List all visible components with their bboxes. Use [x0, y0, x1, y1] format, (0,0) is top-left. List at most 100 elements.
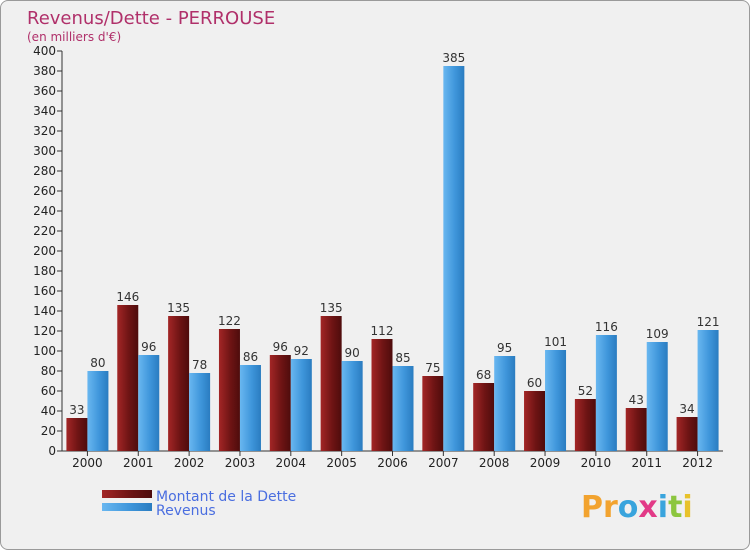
legend-swatch-revenus — [102, 503, 152, 511]
chart-subtitle: (en milliers d'€) — [27, 30, 121, 44]
y-tick-label: 320 — [33, 124, 56, 138]
y-tick-label: 280 — [33, 164, 56, 178]
data-label-dette-2002: 135 — [167, 301, 190, 315]
y-tick-label: 300 — [33, 144, 56, 158]
y-tick-label: 160 — [33, 284, 56, 298]
data-label-dette-2006: 112 — [371, 324, 394, 338]
data-label-dette-2003: 122 — [218, 314, 241, 328]
bar-dette-2007 — [422, 376, 444, 451]
bar-revenus-2005 — [341, 361, 363, 451]
bar-dette-2006 — [371, 339, 393, 451]
data-label-revenus-2008: 95 — [497, 341, 512, 355]
data-label-revenus-2004: 92 — [294, 344, 309, 358]
bar-dette-2001 — [117, 305, 139, 451]
data-label-revenus-2007: 385 — [442, 51, 465, 65]
data-label-dette-2012: 34 — [679, 402, 694, 416]
data-label-dette-2007: 75 — [425, 361, 440, 375]
x-tick-label: 2012 — [682, 456, 713, 470]
y-tick-label: 120 — [33, 324, 56, 338]
x-tick-label: 2002 — [174, 456, 205, 470]
y-tick-label: 220 — [33, 224, 56, 238]
x-tick-label: 2009 — [530, 456, 561, 470]
y-tick-label: 0 — [48, 444, 56, 458]
y-tick-label: 260 — [33, 184, 56, 198]
x-tick-label: 2004 — [276, 456, 307, 470]
y-tick-label: 340 — [33, 104, 56, 118]
y-tick-label: 140 — [33, 304, 56, 318]
x-tick-label: 2000 — [72, 456, 103, 470]
y-tick-label: 400 — [33, 44, 56, 58]
legend: Montant de la Dette Revenus — [102, 489, 296, 519]
bar-revenus-2007 — [443, 66, 465, 451]
bar-dette-2004 — [269, 355, 291, 451]
bars — [66, 66, 719, 451]
y-tick-label: 40 — [41, 404, 56, 418]
y-tick-label: 380 — [33, 64, 56, 78]
y-tick-label: 100 — [33, 344, 56, 358]
logo-letter: P — [581, 490, 603, 525]
bar-dette-2005 — [320, 316, 342, 451]
legend-swatch-dette — [102, 490, 152, 498]
x-tick-label: 2008 — [479, 456, 510, 470]
bar-dette-2011 — [625, 408, 647, 451]
x-tick-label: 2005 — [326, 456, 357, 470]
data-label-revenus-2001: 96 — [141, 340, 156, 354]
y-tick-label: 20 — [41, 424, 56, 438]
y-tick-label: 80 — [41, 364, 56, 378]
bar-dette-2002 — [168, 316, 190, 451]
data-label-revenus-2003: 86 — [243, 350, 258, 364]
data-label-revenus-2002: 78 — [192, 358, 207, 372]
logo-letter: x — [638, 490, 657, 525]
bar-revenus-2001 — [138, 355, 160, 451]
data-label-dette-2011: 43 — [629, 393, 644, 407]
bar-revenus-2000 — [87, 371, 109, 451]
data-label-revenus-2009: 101 — [544, 335, 567, 349]
data-label-dette-2010: 52 — [578, 384, 593, 398]
data-label-dette-2001: 146 — [116, 290, 139, 304]
data-label-revenus-2011: 109 — [646, 327, 669, 341]
y-tick-label: 60 — [41, 384, 56, 398]
bar-dette-2012 — [676, 417, 698, 451]
bar-dette-2008 — [473, 383, 495, 451]
x-tick-label: 2006 — [377, 456, 408, 470]
y-tick-label: 360 — [33, 84, 56, 98]
data-label-revenus-2000: 80 — [90, 356, 105, 370]
bar-revenus-2012 — [697, 330, 719, 451]
logo-letter: o — [618, 490, 639, 525]
logo-letter: r — [603, 490, 618, 525]
legend-label-revenus: Revenus — [156, 503, 216, 519]
x-tick-label: 2011 — [631, 456, 662, 470]
bar-dette-2009 — [524, 391, 546, 451]
bar-dette-2003 — [218, 329, 240, 451]
bar-revenus-2010 — [595, 335, 617, 451]
bar-dette-2010 — [574, 399, 596, 451]
legend-label-dette: Montant de la Dette — [156, 489, 296, 505]
data-label-revenus-2012: 121 — [697, 315, 720, 329]
bar-revenus-2003 — [239, 365, 261, 451]
data-label-dette-2000: 33 — [69, 403, 84, 417]
logo-letter: t — [668, 490, 682, 525]
data-label-dette-2005: 135 — [320, 301, 343, 315]
data-label-revenus-2005: 90 — [345, 346, 360, 360]
proxiti-logo: Proxiti — [581, 490, 693, 525]
y-tick-label: 200 — [33, 244, 56, 258]
x-tick-label: 2003 — [225, 456, 256, 470]
logo-letter: i — [658, 490, 668, 525]
data-label-dette-2008: 68 — [476, 368, 491, 382]
axes: 0 20 40 60 80 100 120 140 160 180 200 220 240 260 280 3… — [33, 44, 723, 470]
x-tick-label: 2001 — [123, 456, 154, 470]
bar-revenus-2009 — [545, 350, 567, 451]
x-tick-label: 2010 — [581, 456, 612, 470]
data-label-revenus-2006: 85 — [395, 351, 410, 365]
bar-revenus-2011 — [646, 342, 668, 451]
bar-revenus-2002 — [189, 373, 211, 451]
y-tick-label: 240 — [33, 204, 56, 218]
bar-revenus-2004 — [290, 359, 312, 451]
bar-dette-2000 — [66, 418, 88, 451]
data-label-dette-2009: 60 — [527, 376, 542, 390]
y-tick-label: 180 — [33, 264, 56, 278]
bar-revenus-2008 — [494, 356, 516, 451]
